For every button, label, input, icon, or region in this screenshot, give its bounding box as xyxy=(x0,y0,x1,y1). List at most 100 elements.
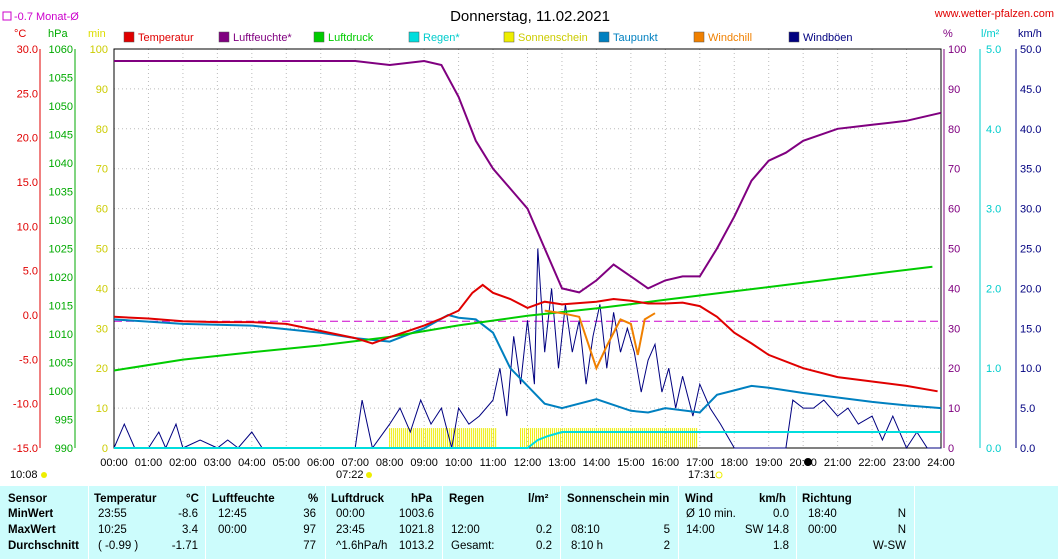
hdr-ld-unit: hPa xyxy=(411,493,433,505)
table-cell-h_time: 12:45 xyxy=(218,508,247,520)
wind-tick: 30.0 xyxy=(1020,204,1041,216)
x-tick-label: 22:00 xyxy=(858,457,886,469)
col-divider xyxy=(325,486,326,559)
site-url: www.wetter-pfalzen.com xyxy=(934,8,1054,20)
wind-tick: 20.0 xyxy=(1020,283,1041,295)
chart-title: Donnerstag, 11.02.2021 xyxy=(450,8,610,25)
minutes-tick: 30 xyxy=(96,323,108,335)
table-cell-d_time: 18:40 xyxy=(808,508,837,520)
x-tick-label: 01:00 xyxy=(135,457,163,469)
temp-tick: 15.0 xyxy=(17,177,38,189)
temp-tick: 25.0 xyxy=(17,88,38,100)
table-cell-p_time: ^1.6hPa/h xyxy=(336,540,388,552)
hdr-lf-unit: % xyxy=(308,493,319,505)
legend: Temperatur Luftfeuchte* Luftdruck Regen* Son… xyxy=(123,31,853,44)
percent-tick: 40 xyxy=(948,283,960,295)
legend-label: Windböen xyxy=(803,32,853,44)
table-cell-d_time: 00:00 xyxy=(808,524,837,536)
table-cell-t_val: 3.4 xyxy=(182,524,198,536)
legend-label: Regen* xyxy=(423,32,460,44)
legend-swatch xyxy=(313,31,325,43)
table-cell-label: MaxWert xyxy=(8,524,56,536)
moon-label: 10:08 xyxy=(10,469,38,481)
x-tick-label: 23:00 xyxy=(893,457,921,469)
unit-temp: °C xyxy=(14,28,26,40)
hdr-temperatur: Temperatur xyxy=(94,493,157,505)
temp-tick: -15.0 xyxy=(13,443,38,455)
unit-rain: l/m² xyxy=(981,28,1000,40)
weather-chart: Donnerstag, 11.02.2021 www.wetter-pfalze… xyxy=(2,8,1054,481)
minutes-tick: 80 xyxy=(96,124,108,136)
percent-tick: 10 xyxy=(948,403,960,415)
percent-tick: 50 xyxy=(948,244,960,256)
minutes-tick: 40 xyxy=(96,283,108,295)
wind-tick: 40.0 xyxy=(1020,124,1041,136)
series-regen xyxy=(114,431,941,449)
temp-tick: 0.0 xyxy=(23,310,38,322)
hdr-regen: Regen xyxy=(449,493,485,505)
col-divider xyxy=(560,486,561,559)
col-divider xyxy=(914,486,915,559)
pressure-tick: 1035 xyxy=(49,187,73,199)
legend-swatch xyxy=(503,31,515,43)
table-cell-w_val: 0.0 xyxy=(773,508,789,520)
minutes-tick: 10 xyxy=(96,403,108,415)
table-cell-w_time: 14:00 xyxy=(686,524,715,536)
sunrise-label: 07:22 xyxy=(336,469,364,481)
pressure-tick: 1015 xyxy=(49,301,73,313)
table-cell-label: Durchschnitt xyxy=(8,540,79,552)
x-tick-label: 11:00 xyxy=(480,457,507,469)
pressure-tick: 995 xyxy=(55,415,73,427)
rain-tick: 3.0 xyxy=(986,204,1001,216)
wind-tick: 5.0 xyxy=(1020,403,1035,415)
table-cell-h_val: 77 xyxy=(303,540,316,552)
table-cell-t_val: -8.6 xyxy=(178,508,198,520)
table-cell-p_val: 1021.8 xyxy=(398,524,434,536)
wind-tick: 10.0 xyxy=(1020,363,1041,375)
x-tick-label: 13:00 xyxy=(548,457,576,469)
rain-tick: 1.0 xyxy=(986,363,1001,375)
hdr-wind-unit: km/h xyxy=(759,493,786,505)
x-tick-label: 02:00 xyxy=(169,457,197,469)
hdr-luftdruck: Luftdruck xyxy=(331,493,385,505)
pressure-tick: 1055 xyxy=(49,73,73,85)
table-cell-p_val: 1003.6 xyxy=(398,508,434,520)
x-tick-label: 17:00 xyxy=(686,457,714,469)
unit-pressure: hPa xyxy=(48,28,68,40)
x-tick-label: 12:00 xyxy=(514,457,542,469)
percent-tick: 80 xyxy=(948,124,960,136)
x-tick-label: 24:00 xyxy=(927,457,955,469)
legend-swatch xyxy=(408,31,420,43)
temp-tick: 10.0 xyxy=(17,221,38,233)
unit-percent: % xyxy=(943,28,953,40)
hdr-temp-unit: °C xyxy=(186,493,199,505)
percent-tick: 30 xyxy=(948,323,960,335)
unit-wind: km/h xyxy=(1018,28,1042,40)
percent-tick: 70 xyxy=(948,164,960,176)
x-tick-label: 03:00 xyxy=(204,457,232,469)
x-tick-label: 05:00 xyxy=(273,457,301,469)
x-tick-label: 15:00 xyxy=(617,457,645,469)
table-cell-h_val: 97 xyxy=(303,524,316,536)
table-cell-s_val: 2 xyxy=(663,540,670,552)
x-tick-label: 21:00 xyxy=(824,457,852,469)
legend-swatch xyxy=(598,31,610,43)
hdr-regen-unit: l/m² xyxy=(528,493,549,505)
percent-tick: 20 xyxy=(948,363,960,375)
col-divider xyxy=(442,486,443,559)
wind-tick: 35.0 xyxy=(1020,164,1041,176)
table-cell-t_time: ( -0.99 ) xyxy=(98,540,139,552)
col-divider xyxy=(88,486,89,559)
legend-label: Temperatur xyxy=(138,32,194,44)
moon-icon xyxy=(41,472,47,478)
legend-label: Luftfeuchte* xyxy=(233,32,292,44)
table-cell-s_val: 5 xyxy=(663,524,670,536)
table-cell-label: MinWert xyxy=(8,508,54,520)
hdr-wind: Wind xyxy=(685,493,713,505)
table-cell-s_time: 8:10 h xyxy=(571,540,603,552)
temp-tick: 20.0 xyxy=(17,133,38,145)
markers: 07:22 17:31 10:08 xyxy=(10,458,812,481)
x-axis-labels: 00:00 01:00 02:00 03:00 04:00 05:00 06:00 07:00… xyxy=(100,457,955,469)
x-tick-label: 08:00 xyxy=(376,457,404,469)
series-lines xyxy=(113,59,942,450)
